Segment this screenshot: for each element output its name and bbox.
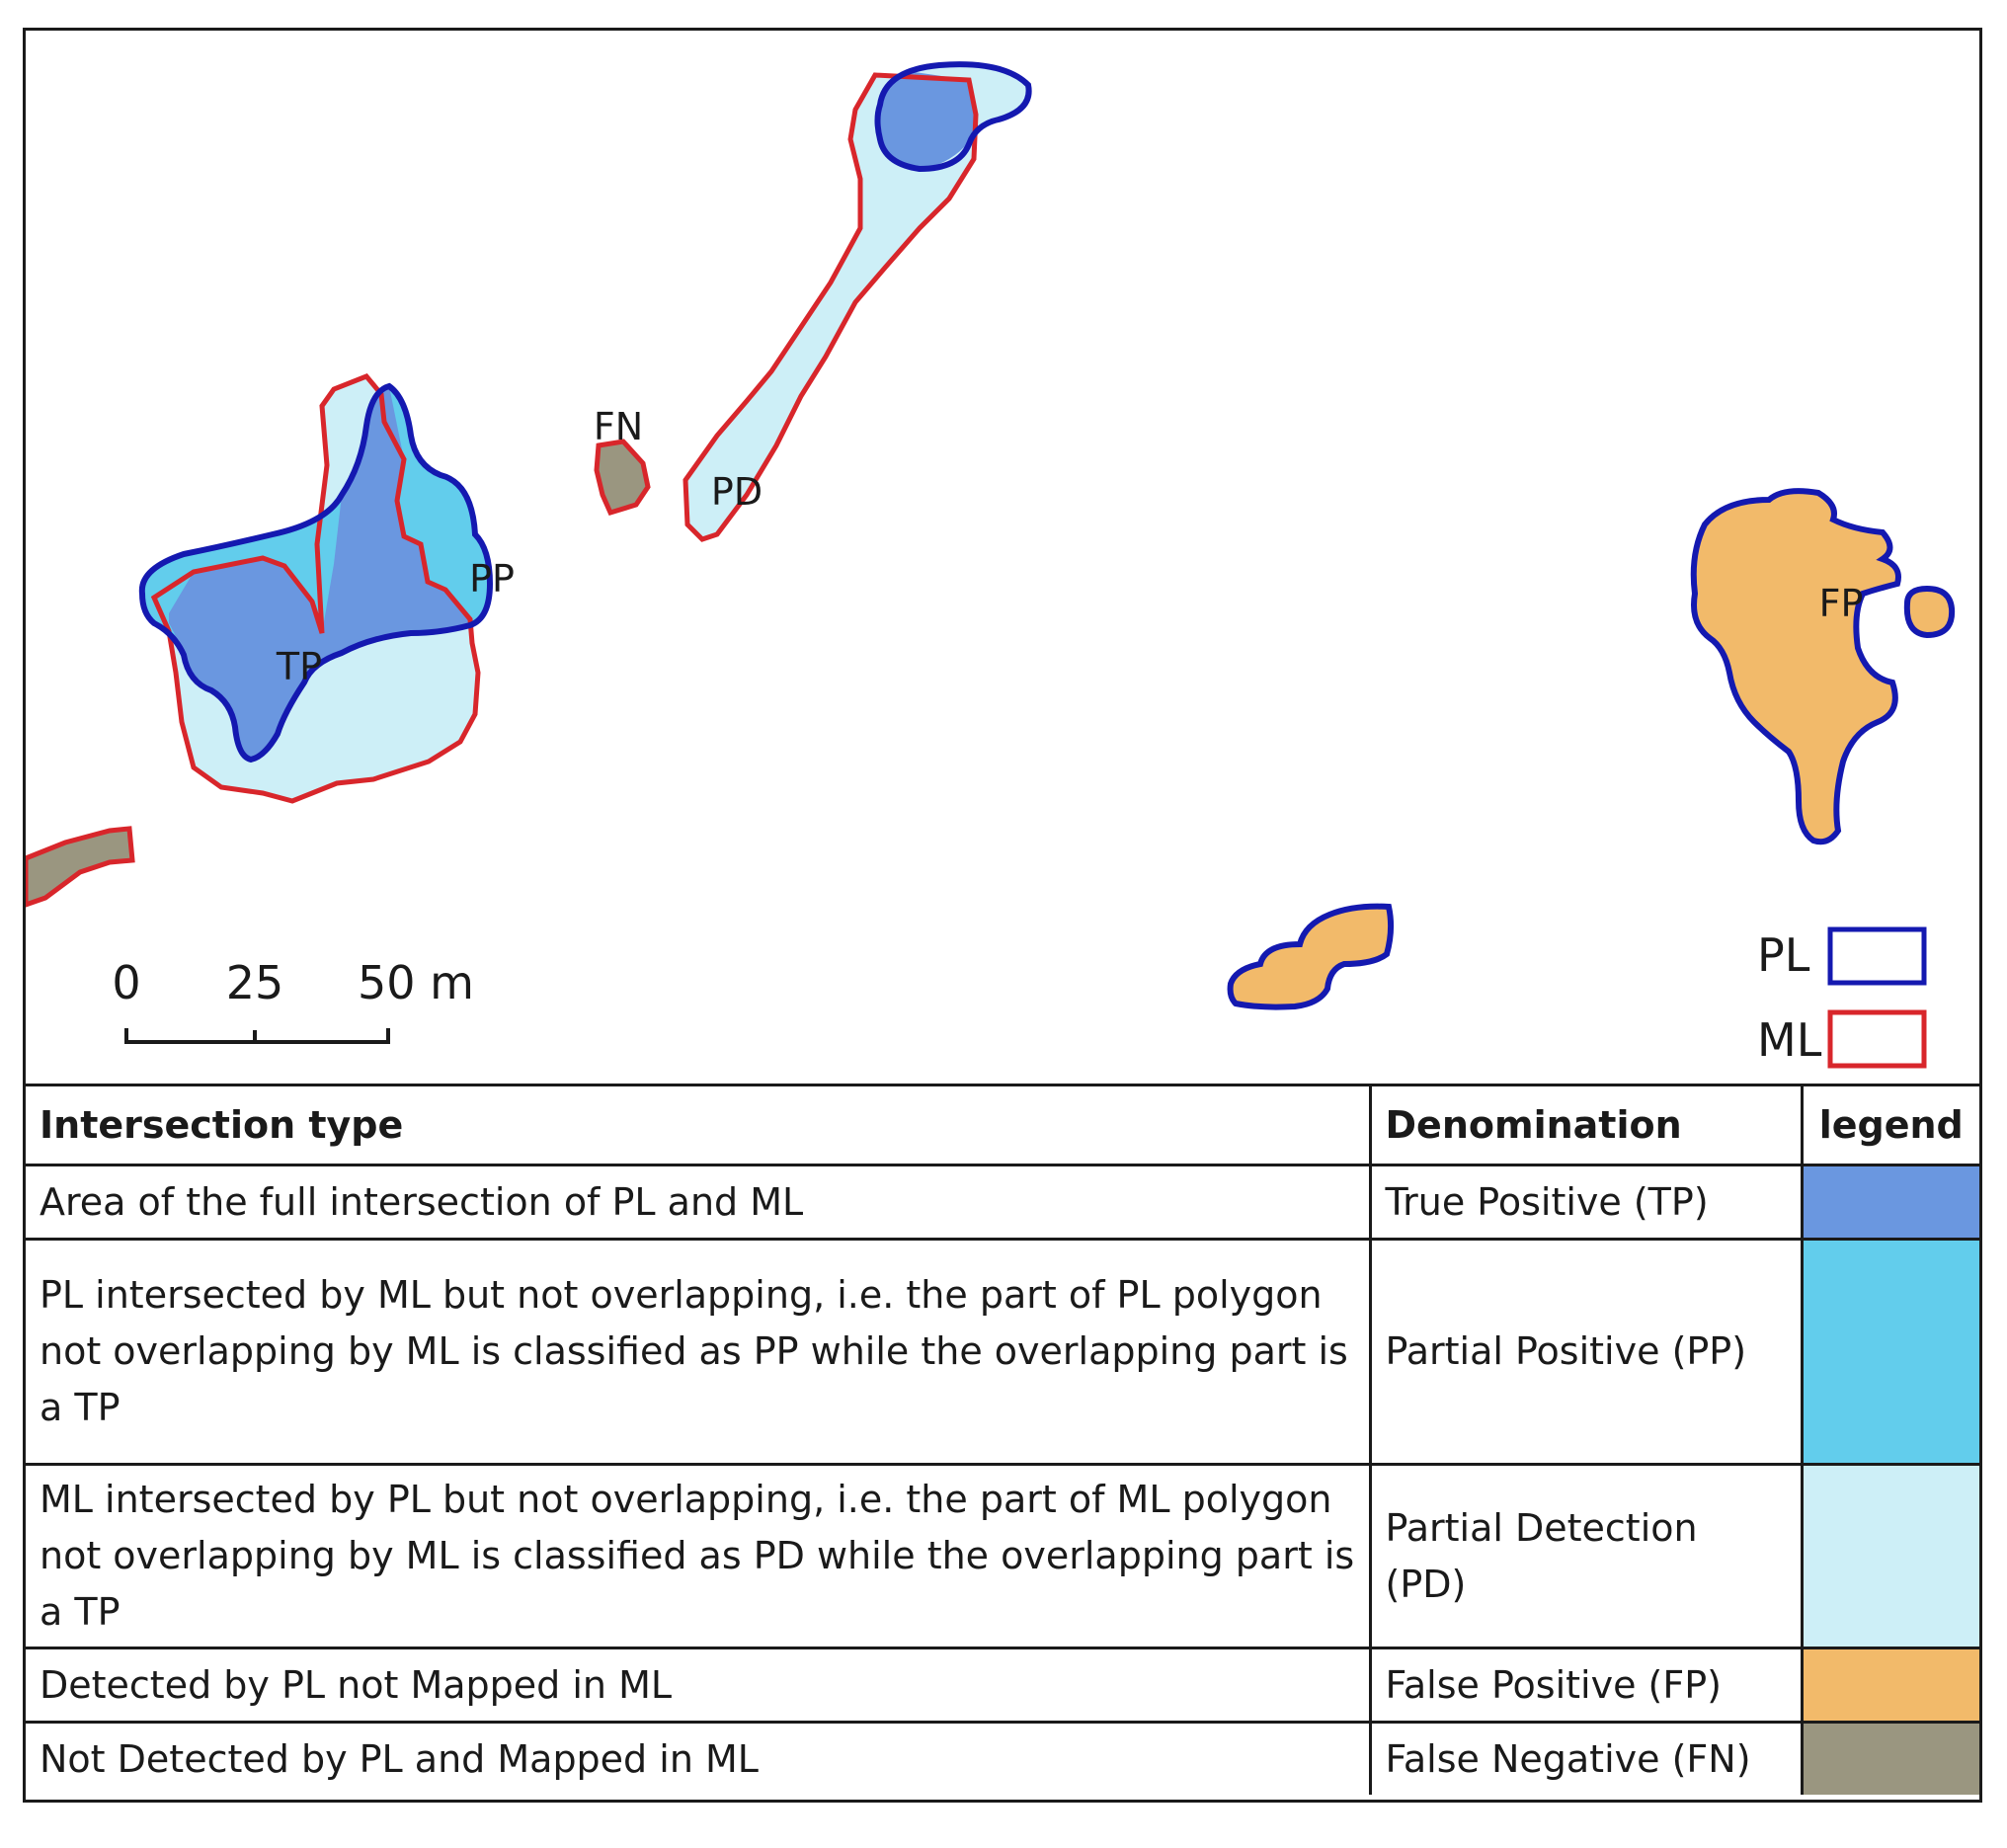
ml-polygon-pd-fill [685,75,976,539]
fn-polygon [594,439,651,517]
row-description: Area of the full intersection of PL and … [26,1164,1372,1241]
map-panel: FN PD PP TP FP 0 25 50 m PL ML [26,61,1956,1069]
legend-swatch-pp [1800,1238,1979,1466]
key-swatch-pl [1827,926,1927,986]
key-label-pl: PL [1757,928,1810,982]
label-fp: FP [1819,582,1864,625]
scale-tick-0: 0 [112,956,140,1009]
row-denomination: True Positive (TP) [1368,1164,1804,1241]
scale-tick-50: 50 m [358,956,474,1009]
row-description: PL intersected by ML but not overlapping… [26,1238,1372,1466]
map-key: PL ML [1757,926,1927,1069]
pl-polygon-left-outline [138,382,494,763]
fn-polygon-edge [26,826,135,908]
row-denomination: False Positive (FP) [1368,1647,1804,1724]
table-row: PL intersected by ML but not overlapping… [26,1238,1979,1466]
key-swatch-ml [1827,1009,1927,1069]
ml-polygon-pd-outline [682,72,979,542]
row-description: Not Detected by PL and Mapped in ML [26,1721,1372,1795]
table-row: Detected by PL not Mapped in ML False Po… [26,1647,1979,1724]
legend-swatch-fn [1800,1721,1979,1795]
tp-pp-cluster [138,373,494,804]
figure-panel: FN PD PP TP FP 0 25 50 m PL ML Intersect… [23,28,1982,1803]
tp-intersection-fill [169,386,472,760]
row-description: ML intersected by PL but not overlapping… [26,1463,1372,1649]
header-intersection-type: Intersection type [26,1084,1372,1166]
scale-bar-line [124,1028,390,1044]
ml-polygon-left-outline [150,373,481,804]
pd-tp-intersection-fill [878,72,976,167]
legend-swatch-tp [1800,1164,1979,1241]
label-fn: FN [594,405,643,448]
row-denomination: Partial Positive (PP) [1368,1238,1804,1466]
scale-bar: 0 25 50 m [112,956,474,1044]
legend-swatch-fp [1800,1647,1979,1724]
fp-polygon-large [1690,488,1901,845]
label-pd: PD [711,470,763,514]
fp-polygon-small [1903,585,1956,639]
row-denomination: False Negative (FN) [1368,1721,1804,1795]
table-row: Not Detected by PL and Mapped in ML Fals… [26,1721,1979,1795]
fp-polygon-bottom [1227,903,1395,1010]
label-tp: TP [276,645,322,688]
legend-table: Intersection type Denomination legend Ar… [26,1084,1979,1795]
header-denomination: Denomination [1368,1084,1804,1166]
legend-swatch-pd [1800,1463,1979,1649]
pl-polygon-pd-outline [874,61,1032,173]
header-legend: legend [1800,1084,1979,1166]
scale-tick-25: 25 [226,956,284,1009]
fp-cluster [1227,488,1956,1010]
key-label-ml: ML [1757,1013,1822,1067]
table-row: Area of the full intersection of PL and … [26,1164,1979,1241]
pd-cluster [682,61,1032,542]
row-description: Detected by PL not Mapped in ML [26,1647,1372,1724]
table-header-row: Intersection type Denomination legend [26,1084,1979,1166]
table-row: ML intersected by PL but not overlapping… [26,1463,1979,1649]
label-pp: PP [469,557,515,601]
row-denomination: Partial Detection (PD) [1368,1463,1804,1649]
